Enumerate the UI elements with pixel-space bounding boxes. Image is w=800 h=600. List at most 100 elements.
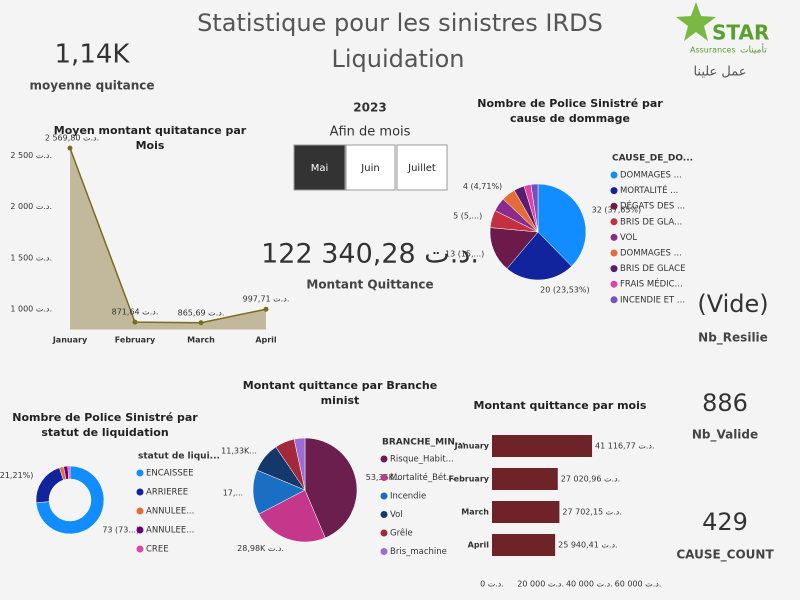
value-label: 17,... [223, 488, 243, 497]
legend-swatch [610, 265, 618, 273]
value-label: 21 (21,21%) [0, 471, 33, 480]
value-label: 871,64 د.ت. [112, 308, 159, 317]
kpi-label: moyenne quitance [30, 79, 155, 93]
kpi-label: Nb_Valide [692, 428, 758, 443]
legend-swatch [380, 474, 388, 481]
legend-swatch [380, 529, 388, 537]
legend-title: statut de liqui... [138, 452, 220, 462]
value-label: 20 (23,53%) [540, 285, 589, 294]
value-label: 27 020,96 د.ت. [561, 475, 620, 484]
chart-title: Moyen montant quitatance par Mois [53, 124, 247, 152]
x-tick-label: 0 د.ت. [480, 580, 504, 589]
kpi-value: 1,14K [55, 40, 131, 70]
slicer-option[interactable]: Mai [311, 163, 329, 174]
legend-swatch [610, 202, 618, 210]
legend-label: ARRIEREE [146, 488, 188, 498]
legend-label: INCENDIE ET ... [620, 295, 685, 305]
legend-label: Grêle [390, 528, 413, 539]
legend-swatch [136, 488, 144, 496]
legend-swatch [380, 548, 388, 555]
legend-swatch [610, 249, 618, 257]
chart-title: Nombre de Police Sinistré par cause de d… [477, 97, 663, 125]
kpi-value: 429 [702, 508, 748, 536]
x-tick-label: 40 000 د.ت. [566, 580, 613, 589]
y-tick-label: 1 000 د.ت. [10, 305, 52, 314]
value-label: 13 (15,...) [445, 249, 484, 258]
slice [35, 465, 105, 535]
legend-label: Risque_Habit... [390, 455, 454, 465]
value-label: 25 940,41 د.ت. [558, 541, 617, 550]
legend-label: ENCAISSEE [146, 469, 194, 479]
legend-label: Vol [390, 510, 403, 520]
slice [530, 183, 539, 233]
bar [492, 435, 593, 457]
slice [67, 465, 71, 480]
slicer-button[interactable] [396, 144, 448, 191]
value-label: 2 569,80 د.ت. [45, 134, 99, 143]
x-tick-label: 20 000 د.ت. [517, 580, 564, 589]
value-label: 41 116,77 د.ت. [595, 442, 654, 451]
legend-swatch [610, 187, 618, 195]
value-label: 11,33K... [221, 446, 257, 455]
legend-title: CAUSE_DE_DO... [612, 154, 693, 164]
area [70, 148, 266, 330]
legend-label: Bris_machine [390, 547, 447, 557]
subtitle: Liquidation [331, 45, 464, 73]
legend-label: VOL [620, 233, 637, 243]
y-tick-label: March [461, 508, 489, 517]
slice [537, 183, 587, 267]
chart-title: Nombre de Police Sinistré par statut de … [12, 411, 198, 439]
legend-label: DOMMAGES ... [620, 249, 682, 259]
y-tick-label: 2 000 د.ت. [10, 202, 52, 211]
kpi-value: 886 [702, 389, 748, 417]
legend-label: Incendie [390, 492, 426, 502]
slicer-button[interactable] [345, 144, 396, 191]
legend-label: DÉGATS DES ... [620, 200, 685, 212]
kpi-label: Montant Quittance [306, 278, 433, 292]
x-tick-label: 60 000 د.ت. [615, 580, 662, 589]
value-label: 997,71 د.ت. [243, 295, 290, 304]
legend-label: BRIS DE GLACE [620, 264, 685, 274]
kpi-value: 122 340,28 د.ت. [261, 239, 479, 270]
slicer-option[interactable]: Juin [360, 163, 379, 174]
kpi-label: CAUSE_COUNT [676, 548, 774, 563]
y-tick-label: 1 500 د.ت. [10, 253, 52, 262]
y-tick-label: April [468, 541, 490, 550]
legend-swatch [610, 296, 618, 304]
legend-label: MORTALITÉ ... [620, 184, 678, 196]
logo-sub: Assurances [690, 46, 736, 55]
point [67, 145, 73, 151]
point [263, 306, 269, 312]
slice [304, 437, 358, 539]
legend-swatch [136, 545, 144, 553]
legend-label: CREE [146, 545, 169, 555]
bar [492, 534, 556, 556]
legend-swatch [136, 507, 144, 515]
slicer-option[interactable]: Juillet [407, 163, 436, 174]
x-tick-label: February [115, 336, 156, 345]
legend-swatch [380, 511, 388, 518]
legend-label: ANNULEE... [146, 526, 194, 536]
point [198, 320, 204, 326]
chart-title: Montant quittance par mois [473, 399, 647, 412]
value-label: 865,69 د.ت. [178, 308, 225, 317]
slicer-label: Afin de mois [330, 125, 411, 140]
slice [258, 489, 326, 543]
slice [35, 467, 64, 503]
line [69, 147, 267, 324]
value-label: 4 (4,71%) [463, 182, 502, 191]
x-tick-label: January [52, 336, 88, 345]
slice [506, 231, 572, 281]
legend-swatch [610, 171, 618, 179]
legend-label: DOMMAGES ... [620, 171, 682, 181]
y-tick-label: 2 500 د.ت. [10, 151, 52, 160]
legend-label: BRIS DE GLA... [620, 217, 682, 227]
slicer-year: 2023 [353, 101, 386, 115]
kpi-value: (Vide) [697, 290, 768, 318]
legend-label: FRAIS MÉDIC... [620, 278, 683, 290]
value-label: 28,98K د.ت. [237, 544, 284, 553]
slicer-button[interactable] [293, 144, 346, 191]
bar [492, 501, 560, 523]
